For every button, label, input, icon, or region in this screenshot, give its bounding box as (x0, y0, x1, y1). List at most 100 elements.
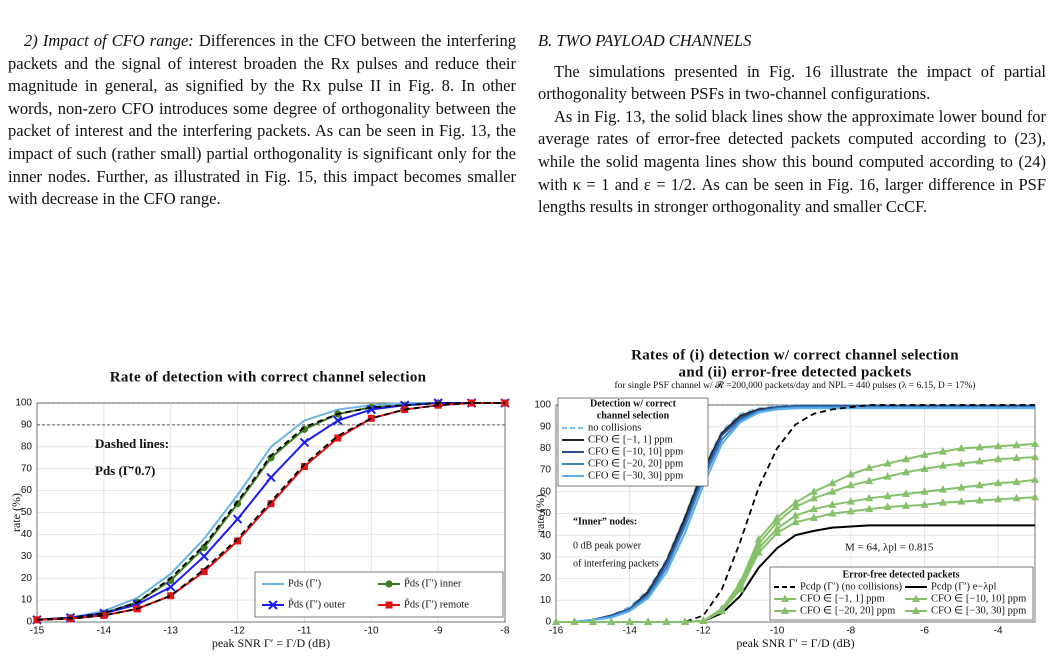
annotation: of interfering packets (573, 558, 659, 569)
y-tick-label: 30 (540, 552, 552, 563)
marker (920, 450, 929, 458)
series-line (556, 405, 1035, 623)
marker (468, 399, 476, 407)
legend-label: Pds (Γ′) (288, 578, 322, 589)
marker (233, 500, 242, 508)
marker (912, 606, 920, 614)
legend-label: CFO ∈ [−1, 1] ppm (588, 434, 673, 445)
annotation: Dashed lines: (95, 436, 169, 451)
y-tick-label: 80 (540, 443, 552, 454)
marker (1012, 440, 1021, 449)
marker (717, 604, 726, 612)
legend-marker (912, 594, 920, 602)
series-line (556, 407, 1035, 623)
marker (975, 480, 984, 489)
marker (300, 463, 308, 471)
section-heading: 2) Impact of CFO range: (24, 31, 194, 50)
legend-label: no collisions (588, 422, 641, 433)
marker (570, 617, 579, 625)
x-tick-label: -12 (230, 626, 245, 637)
series-line (36, 402, 505, 621)
marker (902, 467, 911, 476)
marker (994, 454, 1003, 463)
marker (773, 513, 782, 521)
marker (267, 500, 275, 508)
marker (938, 461, 947, 469)
marker (200, 543, 208, 552)
marker (773, 524, 782, 532)
marker (920, 500, 929, 508)
marker (680, 617, 689, 625)
legend-title: Detection w/ correct (590, 398, 677, 409)
chart-title: Rates of (i) detection w/ correct channe… (631, 347, 959, 363)
marker (846, 469, 855, 478)
marker (902, 489, 911, 497)
marker (902, 454, 911, 463)
y-tick-label: 20 (540, 573, 552, 584)
marker (200, 568, 208, 576)
marker (957, 459, 966, 467)
marker (865, 493, 874, 502)
y-tick-label: 30 (21, 551, 33, 562)
x-tick-label: -16 (549, 626, 564, 637)
x-tick-label: -13 (163, 626, 178, 637)
paragraph: As in Fig. 13, the solid black lines sho… (538, 106, 1046, 217)
x-axis-label: peak SNR Γ′ = Γ/D (dB) (736, 636, 854, 650)
marker (773, 517, 782, 526)
x-tick-label: -9 (434, 626, 443, 637)
marker (938, 498, 947, 506)
marker (607, 617, 616, 625)
marker (334, 434, 342, 442)
marker (1031, 452, 1039, 461)
marker (957, 482, 966, 491)
marker (781, 594, 789, 602)
series-line (36, 402, 505, 621)
chart-title: and (ii) error-free detected packets (679, 364, 912, 380)
marker (1031, 475, 1039, 483)
x-tick-label: -15 (30, 626, 45, 637)
paragraph: 2) Impact of CFO range: Differences in t… (8, 30, 516, 211)
marker (1031, 439, 1039, 448)
y-tick-label: 60 (540, 486, 552, 497)
legend-label: CFO ∈ [−20, 20] ppm (588, 458, 683, 469)
marker (975, 456, 984, 465)
marker (938, 447, 947, 455)
marker (809, 513, 818, 521)
marker (791, 517, 800, 526)
marker (333, 415, 343, 426)
x-tick-label: -4 (994, 626, 1003, 637)
marker (1012, 453, 1021, 462)
series-line (556, 404, 1035, 623)
marker (366, 404, 376, 415)
marker (773, 528, 782, 537)
y-axis-label: rate (%) (9, 493, 23, 532)
marker (791, 498, 800, 506)
y-tick-label: 0 (545, 617, 551, 628)
y-tick-label: 70 (540, 465, 552, 476)
legend-marker (912, 606, 920, 614)
y-tick-label: 60 (21, 485, 33, 496)
y-tick-label: 50 (540, 508, 552, 519)
y-tick-label: 100 (15, 398, 32, 409)
marker (975, 442, 984, 451)
legend-box (254, 571, 504, 618)
marker (699, 616, 708, 624)
marker (385, 601, 393, 609)
y-tick-label: 40 (21, 529, 33, 540)
x-tick-label: -8 (846, 626, 855, 637)
marker (809, 493, 818, 502)
marker (267, 454, 275, 462)
marker (644, 617, 653, 625)
marker (266, 472, 276, 483)
plot-frame (36, 402, 506, 623)
legend-label: Pcdp (Γ′) e−λpl (931, 581, 997, 592)
marker (912, 594, 920, 602)
section-heading: B. TWO PAYLOAD CHANNELS (538, 31, 752, 50)
legend-marker (385, 601, 393, 609)
paragraph-text: Differences in the CFO between the inter… (8, 31, 517, 209)
marker (167, 592, 175, 600)
legend-box (769, 566, 1034, 621)
y-tick-label: 0 (26, 617, 32, 628)
x-tick-label: -10 (770, 626, 785, 637)
